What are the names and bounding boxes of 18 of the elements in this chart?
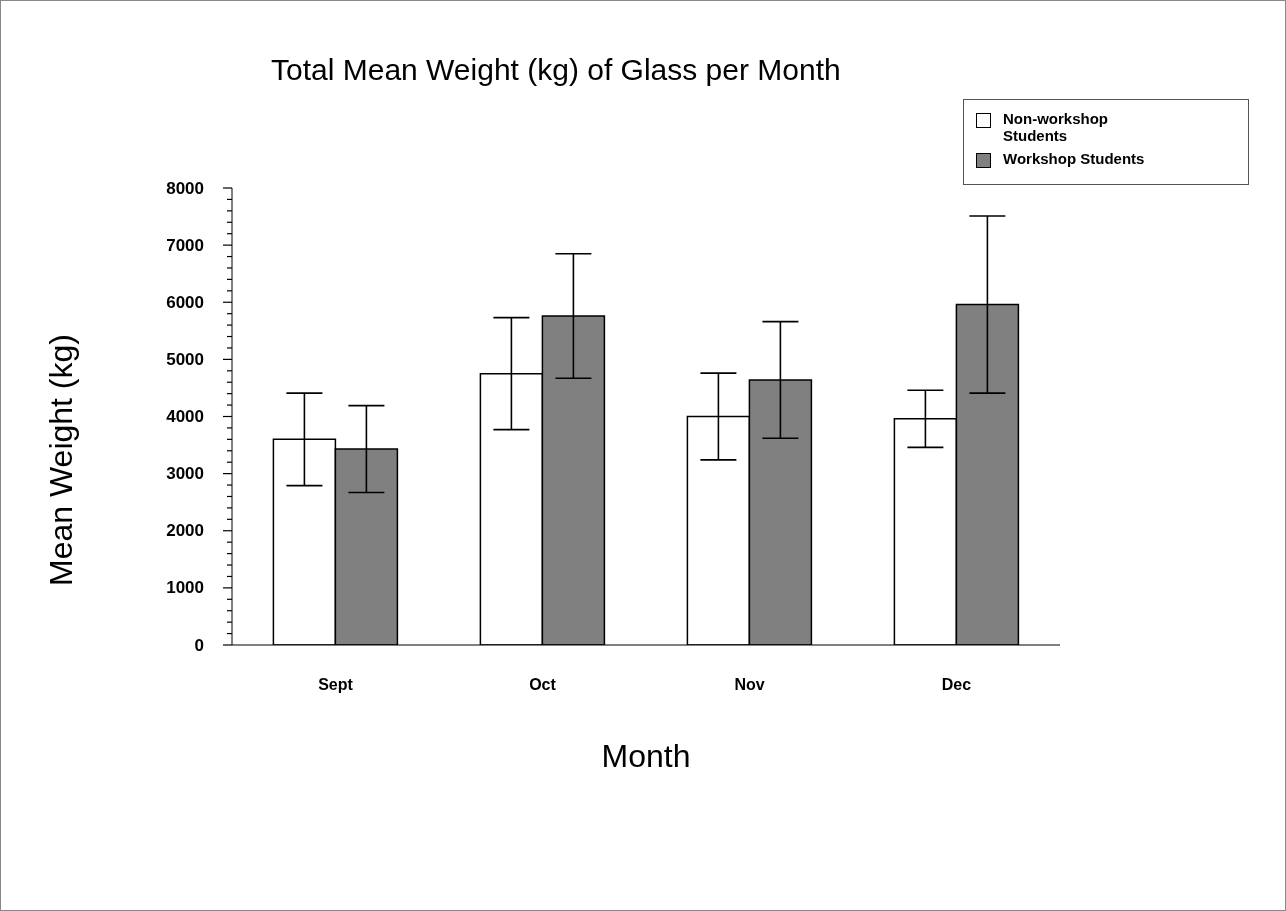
y-tick-label: 6000 [166,292,204,312]
y-tick-label: 3000 [166,464,204,484]
legend-label: Workshop Students [1003,150,1146,167]
legend-label: Non-workshop Students [1003,110,1109,144]
x-tick-label: Nov [734,676,765,694]
x-tick-label: Dec [941,676,972,694]
y-axis-title: Mean Weight (kg) [42,334,80,586]
chart-title: Total Mean Weight (kg) of Glass per Month [271,53,841,87]
x-tick-label: Sept [318,676,354,694]
x-axis-title: Month [601,738,691,774]
y-tick-label: 5000 [166,349,204,369]
y-tick-label: 8000 [166,178,204,198]
y-tick-label: 1000 [166,578,204,598]
x-tick-label: Oct [529,676,557,694]
y-tick-label: 0 [194,635,204,655]
y-tick-label: 4000 [166,407,204,426]
y-tick-label: 2000 [166,521,204,541]
y-tick-label: 7000 [166,235,204,255]
